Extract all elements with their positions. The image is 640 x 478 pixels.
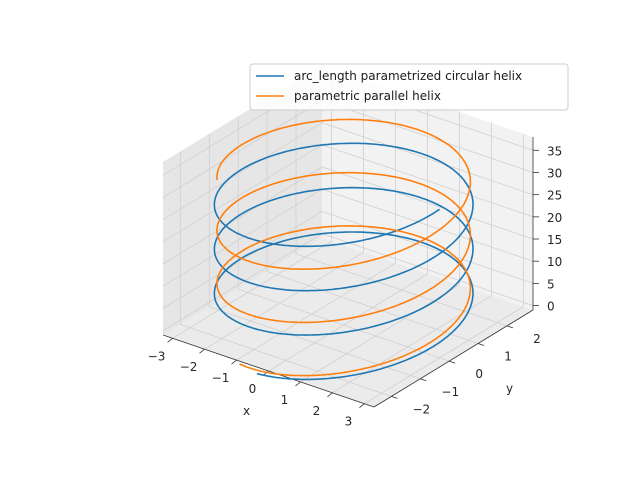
x-tick-mark (295, 381, 301, 387)
z-tick-label: 0 (547, 300, 555, 314)
y-axis-label: y (506, 382, 513, 396)
x-tick-mark (359, 403, 365, 409)
x-tick-label: 1 (281, 393, 289, 407)
z-tick-label: 20 (547, 211, 562, 225)
z-tick-label: 30 (547, 166, 562, 180)
side-pane-yz (163, 65, 322, 335)
x-tick-mark (199, 348, 205, 354)
y-tick-label: 0 (475, 367, 483, 381)
z-tick-label: 35 (547, 144, 562, 158)
y-tick-label: −1 (441, 385, 459, 399)
x-tick-label: 3 (345, 415, 353, 429)
y-tick-mark (449, 360, 456, 364)
z-tick-label: 10 (547, 255, 562, 269)
series-layer (213, 118, 474, 381)
x-tick-label: 0 (249, 382, 257, 396)
z-tick-label: 25 (547, 189, 562, 203)
x-tick-mark (327, 392, 333, 398)
y-tick-mark (391, 396, 398, 399)
x-tick-label: 2 (313, 404, 321, 418)
y-tick-label: 2 (533, 332, 541, 346)
legend-box (249, 63, 569, 111)
z-tick-label: 15 (547, 233, 562, 247)
legend-entry-parallel-helix: parametric parallel helix (294, 89, 441, 103)
y-tick-label: 1 (504, 350, 512, 364)
x-tick-label: −2 (180, 360, 198, 374)
legend-entry-helix: arc_length parametrized circular helix (294, 69, 522, 83)
grid-line-z (162, 122, 534, 221)
x-axis-label: x (243, 404, 250, 418)
y-tick-label: −2 (412, 402, 430, 416)
x-tick-label: −1 (212, 371, 230, 385)
x-tick-label: −3 (148, 349, 166, 363)
y-tick-mark (477, 343, 485, 346)
x-tick-mark (167, 337, 173, 343)
y-tick-mark (506, 325, 514, 329)
grid-line-z (162, 166, 534, 265)
z-tick-label: 5 (547, 277, 555, 291)
y-axis-line (373, 309, 534, 408)
x-tick-mark (231, 359, 237, 365)
y-tick-mark (420, 378, 427, 382)
axes-panes (163, 65, 533, 407)
series-line-helix (213, 142, 474, 381)
legend: arc_length parametrized circular helix p… (249, 63, 569, 111)
series-line-parallel-helix (216, 118, 472, 377)
